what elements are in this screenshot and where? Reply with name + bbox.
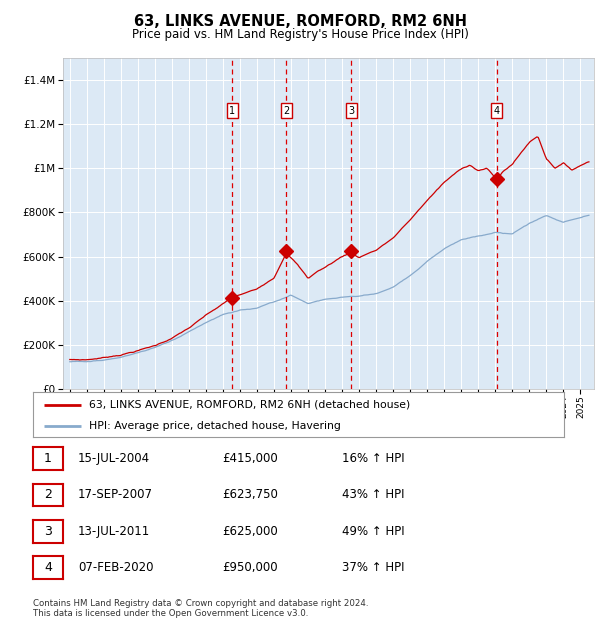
- Text: 15-JUL-2004: 15-JUL-2004: [78, 452, 150, 465]
- Text: 3: 3: [348, 106, 355, 116]
- Text: Contains HM Land Registry data © Crown copyright and database right 2024.
This d: Contains HM Land Registry data © Crown c…: [33, 599, 368, 618]
- Text: £623,750: £623,750: [222, 489, 278, 502]
- Text: 2: 2: [44, 489, 52, 502]
- Text: 1: 1: [44, 452, 52, 465]
- Text: 07-FEB-2020: 07-FEB-2020: [78, 561, 154, 574]
- Text: HPI: Average price, detached house, Havering: HPI: Average price, detached house, Have…: [89, 421, 341, 431]
- Text: 63, LINKS AVENUE, ROMFORD, RM2 6NH (detached house): 63, LINKS AVENUE, ROMFORD, RM2 6NH (deta…: [89, 400, 410, 410]
- Text: 17-SEP-2007: 17-SEP-2007: [78, 489, 153, 502]
- Text: 2: 2: [283, 106, 289, 116]
- Text: 3: 3: [44, 525, 52, 538]
- Text: 4: 4: [44, 561, 52, 574]
- Text: £950,000: £950,000: [222, 561, 278, 574]
- Text: 37% ↑ HPI: 37% ↑ HPI: [342, 561, 404, 574]
- Text: 63, LINKS AVENUE, ROMFORD, RM2 6NH: 63, LINKS AVENUE, ROMFORD, RM2 6NH: [133, 14, 467, 29]
- Text: £625,000: £625,000: [222, 525, 278, 538]
- Text: £415,000: £415,000: [222, 452, 278, 465]
- Text: 4: 4: [494, 106, 500, 116]
- Text: 49% ↑ HPI: 49% ↑ HPI: [342, 525, 404, 538]
- Text: 1: 1: [229, 106, 235, 116]
- Text: 43% ↑ HPI: 43% ↑ HPI: [342, 489, 404, 502]
- Text: 16% ↑ HPI: 16% ↑ HPI: [342, 452, 404, 465]
- Text: 13-JUL-2011: 13-JUL-2011: [78, 525, 150, 538]
- Text: Price paid vs. HM Land Registry's House Price Index (HPI): Price paid vs. HM Land Registry's House …: [131, 28, 469, 41]
